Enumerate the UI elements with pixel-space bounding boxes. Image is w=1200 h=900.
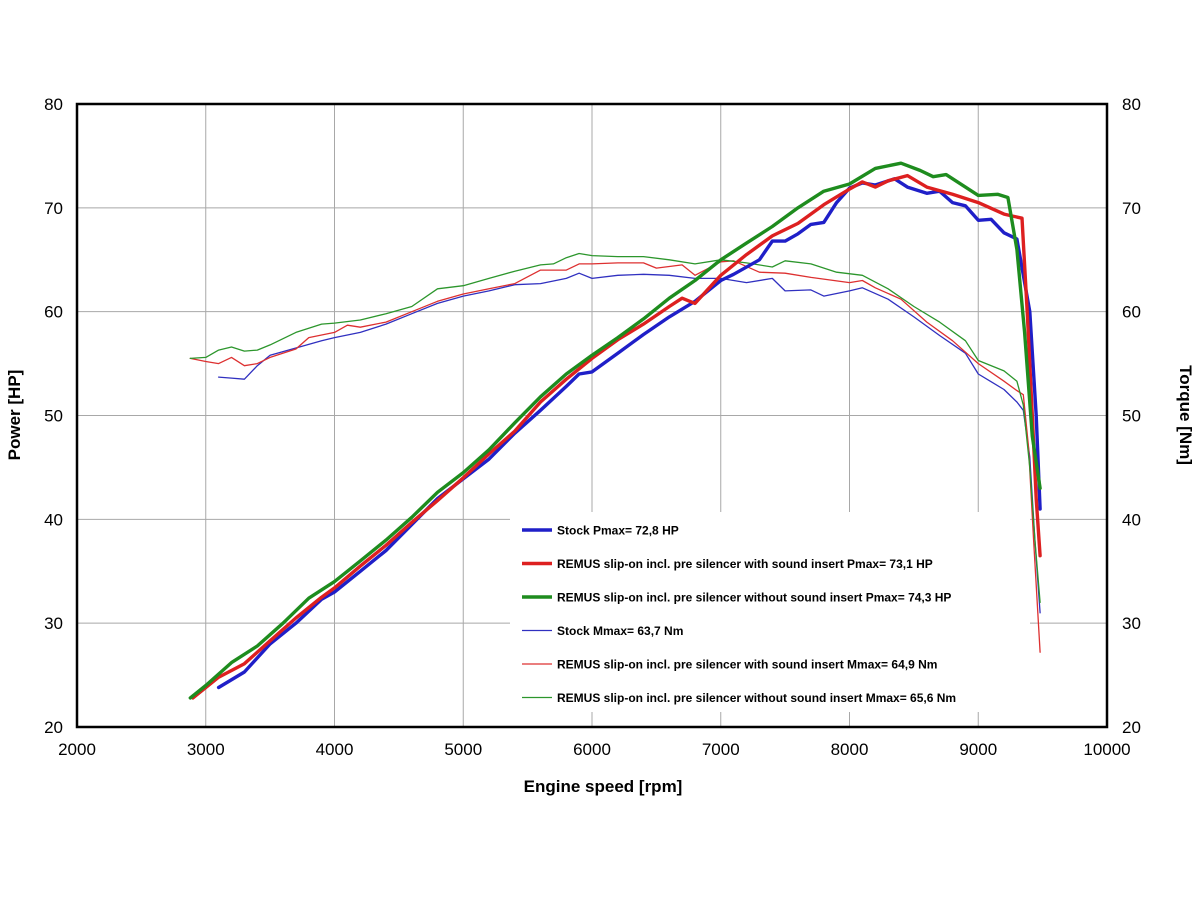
x-tick-label: 8000: [831, 740, 869, 759]
x-tick-label: 10000: [1083, 740, 1130, 759]
x-tick-label: 9000: [959, 740, 997, 759]
x-tick-labels: 2000 3000 4000 5000 6000 7000 8000 9000 10000: [58, 740, 1131, 759]
y2-tick-label: 70: [1122, 199, 1141, 218]
y-left-tick-labels: 20 30 40 50 60 70 80: [44, 95, 63, 737]
y-right-tick-labels: 20 30 40 50 60 70 80: [1122, 95, 1141, 737]
series-layer: [188, 161, 1042, 700]
legend-label: REMUS slip-on incl. pre silencer without…: [557, 691, 956, 705]
legend-label: Stock Pmax= 72,8 HP: [557, 524, 679, 538]
legend-background: [510, 512, 1030, 712]
y-tick-label: 40: [44, 510, 63, 529]
y2-tick-label: 60: [1122, 303, 1141, 322]
y-axis-title-right: Torque [Nm]: [1176, 365, 1195, 465]
y-tick-label: 70: [44, 199, 63, 218]
legend-label: REMUS slip-on incl. pre silencer without…: [557, 591, 951, 605]
x-tick-label: 6000: [573, 740, 611, 759]
x-tick-label: 5000: [444, 740, 482, 759]
x-tick-label: 3000: [187, 740, 225, 759]
x-axis-title: Engine speed [rpm]: [524, 777, 683, 796]
legend: Stock Pmax= 72,8 HP REMUS slip-on incl. p…: [510, 512, 1030, 712]
x-tick-label: 2000: [58, 740, 96, 759]
series-line-6: [189, 252, 1041, 604]
y2-tick-label: 50: [1122, 407, 1141, 426]
y-tick-label: 80: [44, 95, 63, 114]
y-tick-label: 30: [44, 614, 63, 633]
series-line-3: [188, 161, 1042, 700]
y-tick-label: 20: [44, 718, 63, 737]
y-axis-title-left: Power [HP]: [5, 370, 24, 461]
plot-frame: [75, 102, 1109, 729]
legend-label: REMUS slip-on incl. pre silencer with so…: [557, 557, 933, 571]
y-tick-label: 50: [44, 407, 63, 426]
series-line-5: [189, 260, 1041, 653]
series-line-1: [216, 177, 1042, 690]
y2-tick-label: 40: [1122, 510, 1141, 529]
y2-tick-label: 30: [1122, 614, 1141, 633]
x-tick-label: 4000: [316, 740, 354, 759]
series-line-4: [217, 272, 1041, 614]
series-line-2: [191, 173, 1042, 700]
plot-border: [75, 102, 1109, 729]
legend-label: Stock Mmax= 63,7 Nm: [557, 624, 683, 638]
y2-tick-label: 20: [1122, 718, 1141, 737]
x-tick-label: 7000: [702, 740, 740, 759]
y2-tick-label: 80: [1122, 95, 1141, 114]
legend-label: REMUS slip-on incl. pre silencer with so…: [557, 658, 937, 672]
y-tick-label: 60: [44, 303, 63, 322]
